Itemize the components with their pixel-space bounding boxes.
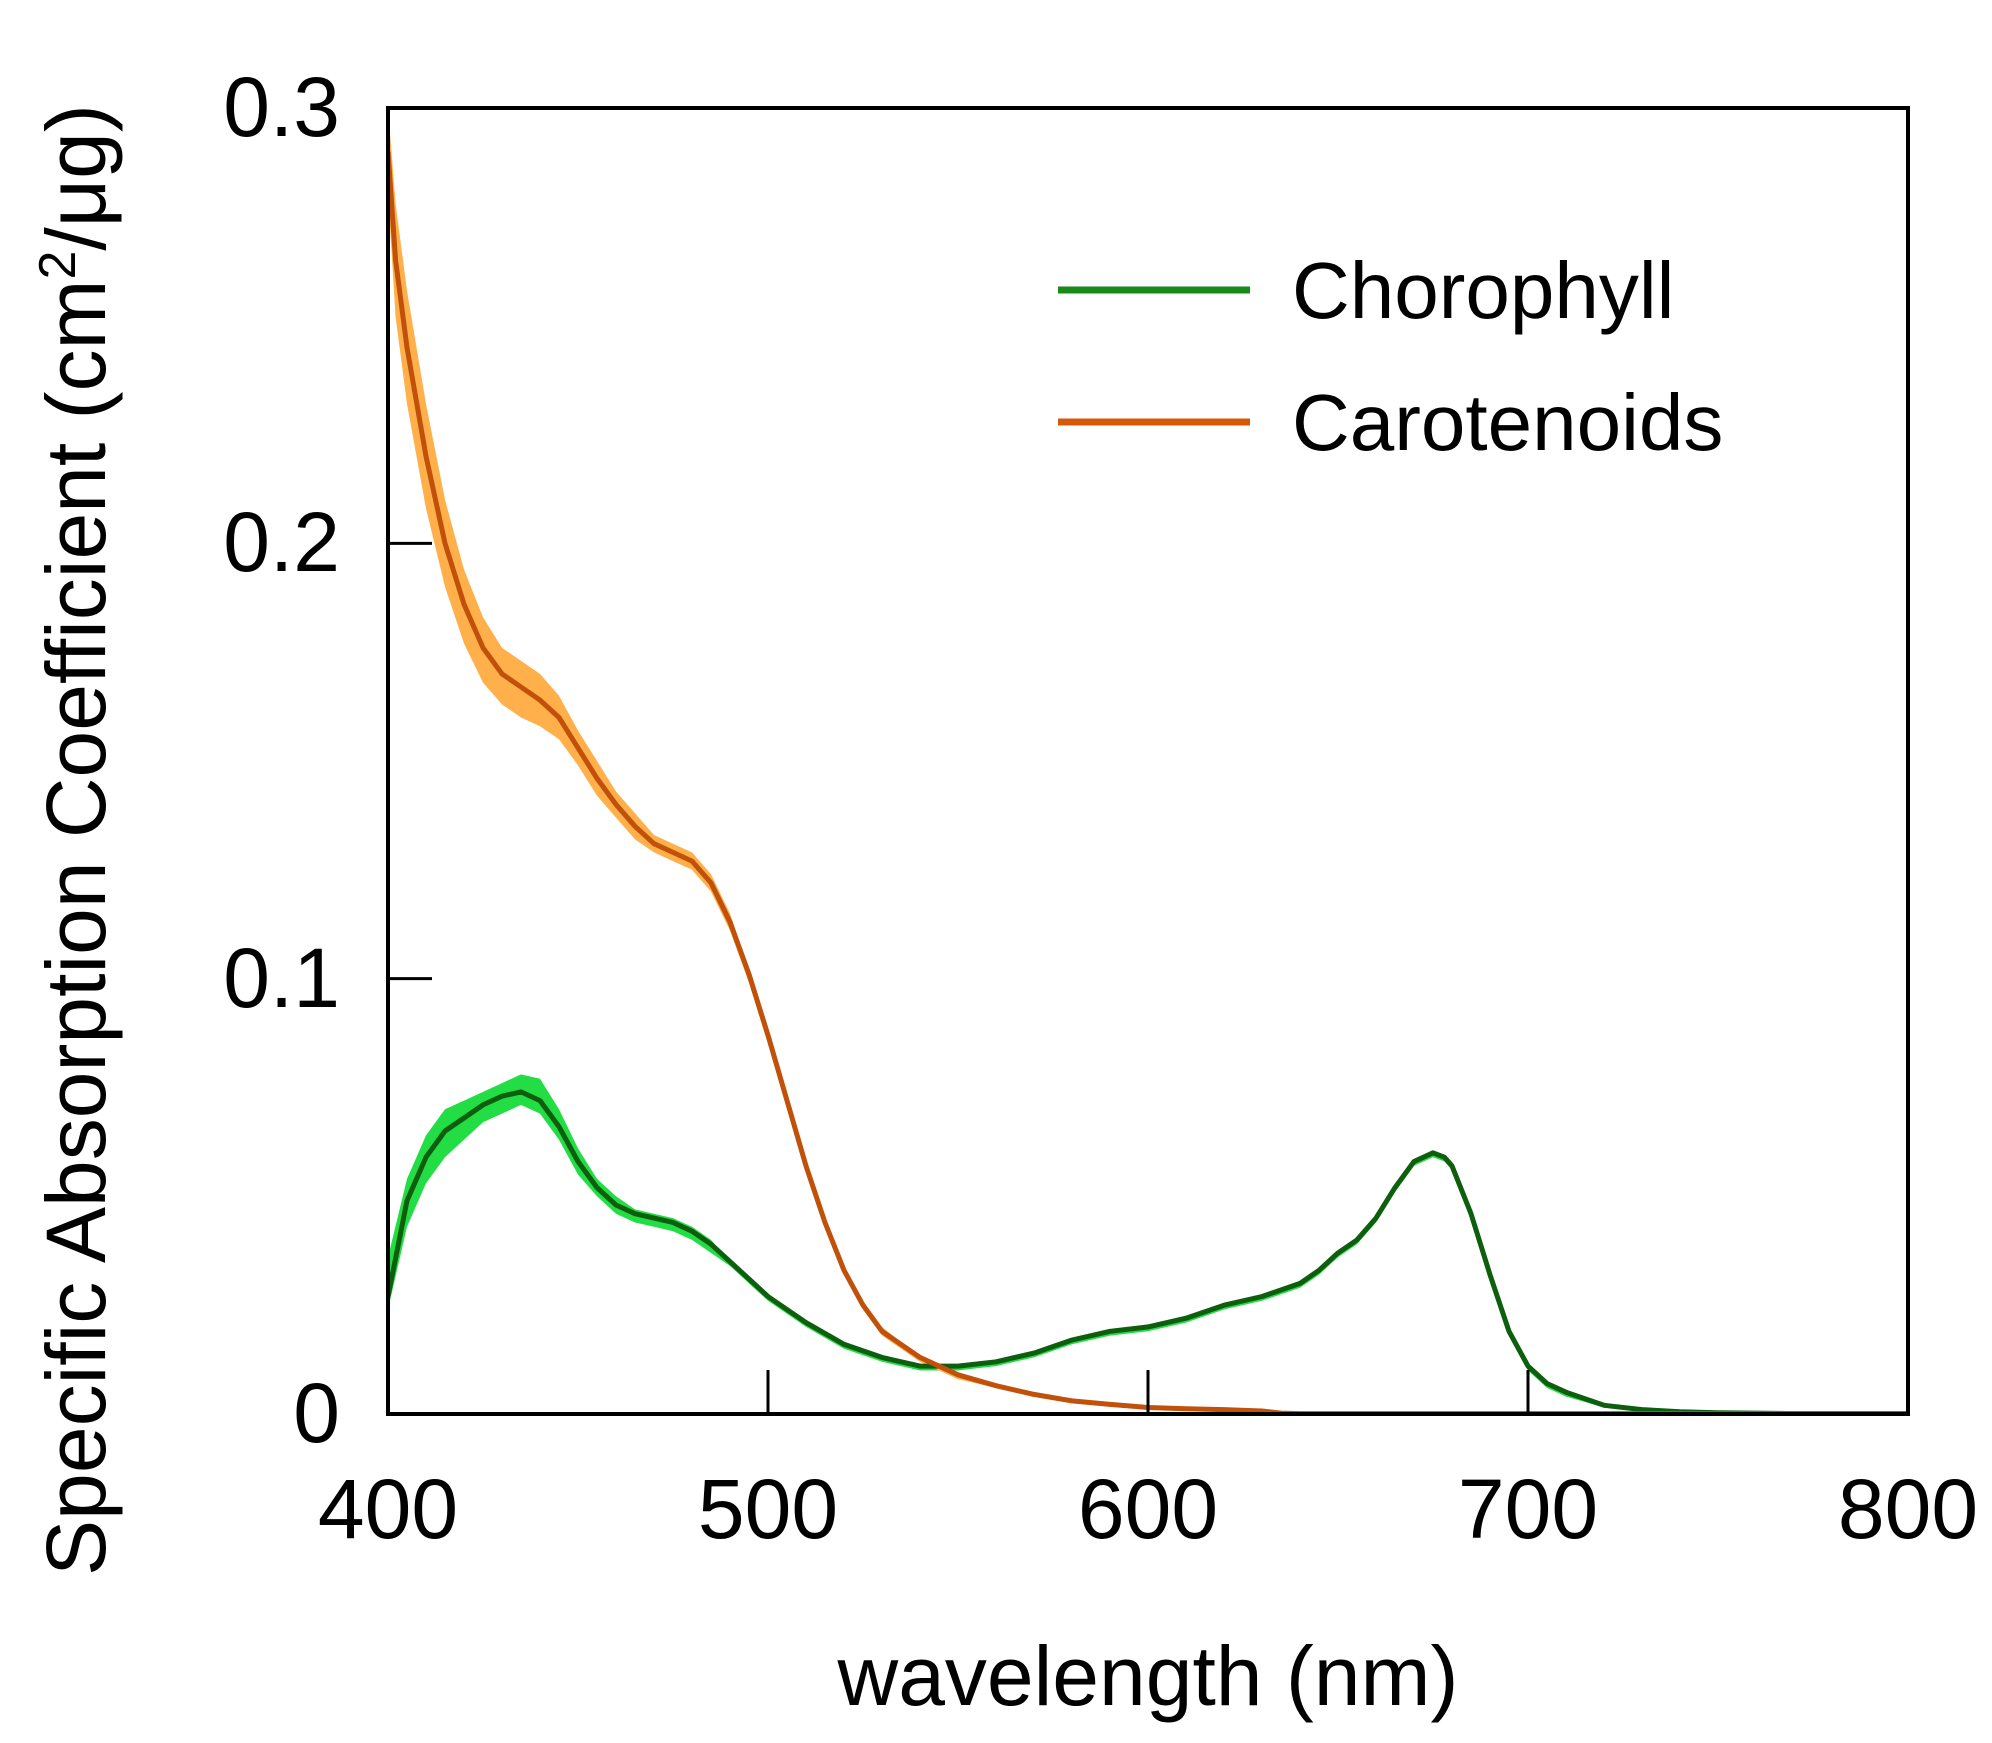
band-chorophyll xyxy=(388,1074,1908,1414)
y-axis-title-tail: /μg) xyxy=(29,104,123,250)
band-carotenoids xyxy=(388,108,1908,1414)
y-tick-label-0.3: 0.3 xyxy=(223,60,340,154)
y-axis-title: Specific Absorption Coefficient (cm2/μg) xyxy=(29,104,123,1576)
x-tick-label-800: 800 xyxy=(1838,1462,1978,1556)
y-axis-title-main: Specific Absorption Coefficient (cm xyxy=(29,279,123,1575)
legend: Chorophyll Carotenoids xyxy=(1058,246,1723,467)
y-axis-title-superscript: 2 xyxy=(29,251,87,280)
series-line-chorophyll xyxy=(388,1089,1908,1414)
y-tick-label-0: 0 xyxy=(293,1366,340,1460)
tick-layer xyxy=(388,541,1530,1414)
y-tick-label-0.1: 0.1 xyxy=(223,931,340,1025)
plot-frame xyxy=(386,106,1910,1416)
series-line-carotenoids xyxy=(388,151,1908,1414)
x-tick-label-700: 700 xyxy=(1458,1462,1598,1556)
x-axis-title: wavelength (nm) xyxy=(837,1629,1459,1723)
legend-label-chorophyll: Chorophyll xyxy=(1292,246,1674,335)
x-tick-labels: 400 500 600 700 800 xyxy=(318,1462,1978,1556)
legend-label-carotenoids: Carotenoids xyxy=(1292,378,1723,467)
x-tick-label-500: 500 xyxy=(698,1462,838,1556)
x-tick-label-400: 400 xyxy=(318,1462,458,1556)
y-tick-labels: 0 0.1 0.2 0.3 xyxy=(223,60,340,1460)
x-tick-label-600: 600 xyxy=(1078,1462,1218,1556)
y-tick-label-0.2: 0.2 xyxy=(223,495,340,589)
series-layer xyxy=(388,108,1908,1414)
